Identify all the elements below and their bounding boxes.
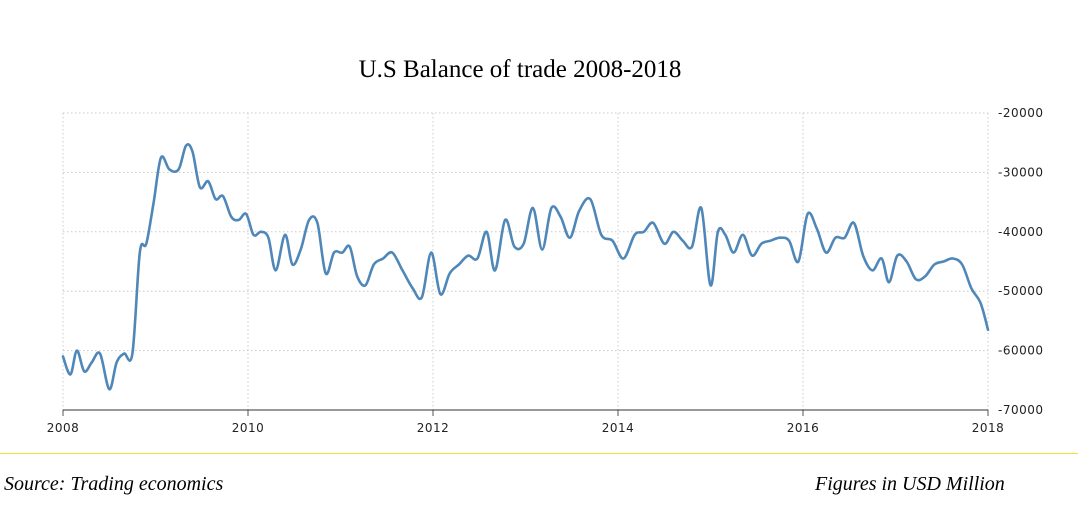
y-tick-label: -20000 <box>998 106 1044 120</box>
source-note: Source: Trading economics <box>4 473 224 495</box>
x-tick-label: 2008 <box>47 421 80 435</box>
units-note: Figures in USD Million <box>815 473 1005 495</box>
x-tick-label: 2016 <box>787 421 820 435</box>
y-tick-label: -70000 <box>998 403 1044 417</box>
y-tick-label: -50000 <box>998 284 1044 298</box>
y-tick-label: -40000 <box>998 225 1044 239</box>
y-tick-label: -60000 <box>998 344 1044 358</box>
x-tick-label: 2010 <box>232 421 265 435</box>
chart-title: U.S Balance of trade 2008-2018 <box>358 56 682 83</box>
x-tick-label: 2018 <box>972 421 1005 435</box>
footer-divider <box>0 453 1078 454</box>
x-tick-label: 2014 <box>602 421 635 435</box>
series-line <box>61 143 990 391</box>
x-tick-label: 2012 <box>417 421 450 435</box>
y-tick-label: -30000 <box>998 165 1044 179</box>
